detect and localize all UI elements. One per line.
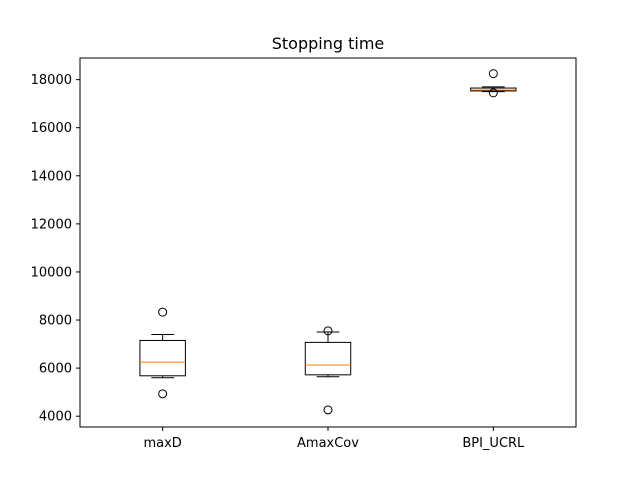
chart-title: Stopping time — [272, 34, 385, 53]
x-axis: maxD AmaxCov BPI_UCRL — [143, 427, 525, 451]
y-axis: 4000 6000 8000 10000 12000 14000 16000 18000 — [31, 73, 80, 425]
y-tick-label: 14000 — [31, 169, 72, 184]
outlier-point — [158, 307, 168, 317]
box-group-amaxcov — [304, 326, 352, 415]
iqr-box — [139, 339, 186, 377]
axes-frame — [79, 57, 577, 428]
box-group-maxd — [139, 307, 186, 399]
x-tick-label: BPI_UCRL — [462, 436, 525, 451]
box-group-bpi-ucrl — [470, 69, 517, 98]
outlier-point — [488, 69, 498, 79]
boxes-layer — [139, 69, 517, 415]
y-tick-label: 4000 — [39, 410, 72, 425]
outlier-point — [323, 326, 333, 336]
outlier-point — [488, 88, 498, 98]
x-tick-label: AmaxCov — [297, 436, 359, 451]
y-tick-label: 16000 — [31, 121, 72, 136]
y-tick-label: 12000 — [31, 217, 72, 232]
outlier-point — [158, 389, 168, 399]
iqr-box — [304, 341, 352, 376]
y-tick-label: 10000 — [31, 265, 72, 280]
y-tick-label: 8000 — [39, 314, 72, 329]
x-tick-label: maxD — [143, 436, 181, 451]
outlier-point — [323, 405, 333, 415]
y-tick-label: 6000 — [39, 362, 72, 377]
y-tick-label: 18000 — [31, 73, 72, 88]
